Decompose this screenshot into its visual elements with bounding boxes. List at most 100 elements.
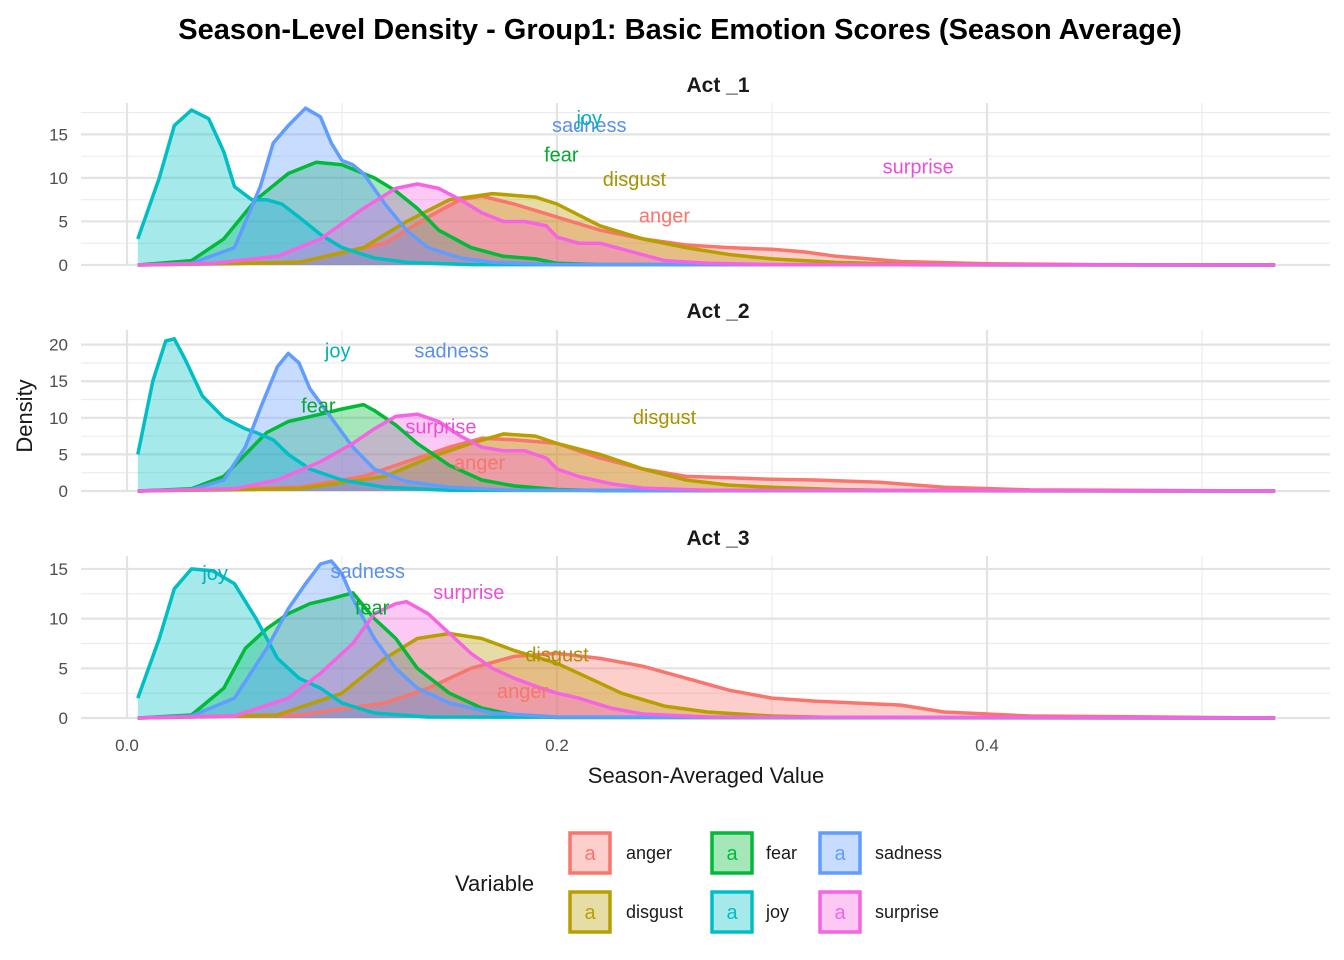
legend-key: [818, 831, 862, 875]
curve-label-joy: joy: [575, 108, 602, 130]
facet-panel: Act _3 0 5 10 15 joy sadness surprise fear disgus…: [49, 527, 1330, 728]
x-axis-title: Season-Averaged Value: [588, 763, 824, 788]
legend-key-glyph: a: [584, 902, 596, 924]
curve-label-disgust: disgust: [525, 644, 589, 666]
legend-key: [710, 890, 754, 934]
curve-labels: joy sadness fear surprise disgust anger: [301, 340, 697, 474]
legend-key-glyph: a: [726, 843, 738, 865]
density-line-fear: [137, 402, 1276, 493]
legend-label: disgust: [626, 902, 683, 922]
curve-label-disgust: disgust: [603, 169, 667, 191]
density-line-sadness: [137, 351, 1276, 493]
legend-key: [818, 890, 862, 934]
legend-item-anger: a anger: [568, 831, 672, 875]
density-line-joy: [136, 567, 1276, 720]
density-area-anger: [137, 196, 1276, 265]
curve-label-sadness: sadness: [331, 561, 406, 583]
curve-label-sadness: sadness: [552, 115, 627, 137]
y-tick-label: 10: [49, 409, 68, 428]
density-lines: [136, 559, 1276, 720]
legend-label: fear: [766, 843, 797, 863]
density-area-fear: [137, 162, 1276, 265]
grid: [81, 330, 1330, 493]
legend-key-glyph: a: [834, 902, 846, 924]
density-area-surprise: [137, 414, 1276, 491]
curve-label-anger: anger: [454, 452, 505, 474]
facet-title: Act _3: [686, 527, 749, 550]
curve-label-disgust: disgust: [633, 407, 697, 429]
legend-key: [568, 831, 612, 875]
legend-key: [710, 831, 754, 875]
density-area-sadness: [137, 561, 1276, 718]
density-area-disgust: [137, 433, 1276, 491]
curve-label-surprise: surprise: [433, 582, 504, 604]
x-tick-label: 0.4: [975, 736, 999, 755]
y-tick-label: 10: [49, 169, 68, 188]
curve-label-fear: fear: [544, 144, 579, 166]
density-area-disgust: [137, 633, 1276, 718]
y-tick-label: 0: [59, 709, 68, 728]
legend-item-joy: a joy: [710, 890, 789, 934]
density-line-sadness: [137, 559, 1276, 720]
density-area-sadness: [137, 353, 1276, 491]
facet-title: Act _1: [686, 74, 749, 97]
density-lines: [136, 337, 1276, 493]
curve-label-fear: fear: [301, 395, 336, 417]
legend-item-disgust: a disgust: [568, 890, 683, 934]
chart-title: Season-Level Density - Group1: Basic Emo…: [178, 14, 1182, 46]
facet-title: Act _2: [686, 300, 749, 323]
curve-label-surprise: surprise: [405, 417, 476, 439]
y-tick-label: 0: [59, 256, 68, 275]
density-line-disgust: [137, 432, 1276, 493]
curve-label-joy: joy: [324, 340, 351, 362]
legend-title: Variable: [455, 871, 534, 896]
y-axis-title: Density: [12, 379, 37, 452]
y-tick-label: 5: [59, 659, 68, 678]
legend-key: [568, 890, 612, 934]
curve-label-anger: anger: [639, 205, 690, 227]
density-line-surprise: [137, 599, 1276, 720]
legend-item-sadness: a sadness: [818, 831, 942, 875]
curve-label-surprise: surprise: [883, 157, 954, 179]
density-area-fear: [137, 592, 1276, 718]
curve-label-sadness: sadness: [414, 340, 489, 362]
density-lines: [136, 106, 1276, 267]
density-fills: [137, 338, 1276, 491]
density-line-joy: [136, 108, 1276, 267]
density-fills: [137, 561, 1276, 718]
x-tick-label: 0.2: [545, 736, 569, 755]
density-fills: [137, 108, 1276, 265]
density-area-sadness: [137, 108, 1276, 265]
legend-label: anger: [626, 843, 672, 863]
density-area-fear: [137, 404, 1276, 491]
legend-key-glyph: a: [834, 843, 846, 865]
grid: [81, 103, 1330, 267]
curve-label-fear: fear: [355, 598, 390, 620]
density-line-surprise: [137, 182, 1276, 267]
legend: Variable a anger a disgust a fear a joy a sadness…: [455, 831, 942, 934]
legend-label: surprise: [875, 902, 939, 922]
y-tick-label: 15: [49, 125, 68, 144]
legend-key-glyph: a: [584, 843, 596, 865]
facet-panel: Act _2 0 5 10 15 20 joy sadness fear surprise disg…: [49, 300, 1330, 501]
y-tick-label: 5: [59, 212, 68, 231]
y-tick-label: 15: [49, 372, 68, 391]
curve-label-joy: joy: [201, 563, 228, 585]
y-tick-label: 20: [49, 336, 68, 355]
legend-label: sadness: [875, 843, 942, 863]
x-axis: 0.0 0.2 0.4: [115, 736, 999, 755]
y-tick-label: 10: [49, 610, 68, 629]
density-area-disgust: [137, 193, 1276, 265]
density-line-anger: [137, 436, 1276, 493]
density-area-joy: [137, 110, 1276, 265]
legend-label: joy: [765, 902, 789, 922]
legend-key-glyph: a: [726, 902, 738, 924]
x-tick-label: 0.0: [115, 736, 139, 755]
density-line-fear: [137, 591, 1276, 720]
legend-item-surprise: a surprise: [818, 890, 939, 934]
density-line-fear: [137, 160, 1276, 267]
density-area-anger: [137, 438, 1276, 491]
